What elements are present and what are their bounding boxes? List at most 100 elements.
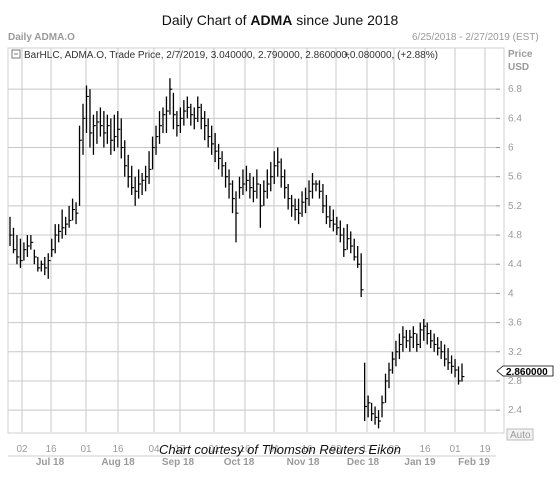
price-bar — [110, 118, 114, 155]
price-bar — [82, 103, 86, 155]
price-bar — [315, 180, 319, 192]
price-bar — [190, 103, 194, 126]
price-bar — [426, 322, 430, 345]
price-bar — [235, 191, 239, 243]
price-bar — [217, 143, 222, 170]
x-day-label: 01 — [80, 444, 92, 455]
auto-button[interactable]: Auto — [506, 428, 534, 441]
price-bar — [68, 205, 72, 228]
x-month-label: Aug 18 — [101, 457, 135, 468]
price-bar — [322, 184, 326, 214]
x-day-label: 01 — [268, 444, 280, 455]
price-bar — [388, 362, 392, 389]
price-bar — [137, 169, 142, 199]
price-bar — [360, 253, 364, 298]
price-bar — [398, 333, 402, 360]
y-tick-label: 6 — [508, 143, 514, 154]
price-bar — [54, 224, 58, 254]
price-bar — [301, 191, 305, 217]
x-day-label: 16 — [239, 444, 251, 455]
price-bar — [294, 198, 298, 221]
price-bar — [343, 227, 347, 257]
x-day-label: 04 — [148, 444, 160, 455]
price-bar — [183, 100, 187, 126]
price-bar — [405, 329, 409, 349]
y-tick-label: 4.4 — [508, 259, 522, 270]
price-bar — [391, 351, 395, 374]
price-bar — [106, 114, 110, 144]
price-bar — [346, 224, 350, 250]
auto-button-box[interactable] — [506, 428, 534, 441]
x-day-label: 02 — [16, 444, 28, 455]
price-bar — [433, 333, 437, 352]
price-bar — [44, 256, 48, 276]
price-bar — [103, 111, 107, 148]
legend: BarHLC, ADMA.O, Trade Price, 2/7/2019, 3… — [11, 49, 438, 61]
price-bar — [263, 180, 267, 206]
price-bar — [141, 173, 145, 195]
price-bar — [284, 169, 288, 199]
legend-change: +0.080000, (+2.88%) — [344, 50, 438, 61]
title-ticker: ADMA — [250, 12, 293, 28]
price-bar — [454, 359, 458, 378]
price-bar — [224, 162, 228, 188]
price-bar — [242, 169, 246, 195]
price-bar — [402, 326, 406, 352]
price-bar — [211, 125, 215, 155]
panel-name: Daily ADMA.O — [8, 32, 75, 43]
price-bar — [381, 395, 385, 418]
price-bar — [148, 151, 152, 184]
price-bar — [430, 329, 434, 349]
price-bar — [423, 318, 427, 341]
price-bar — [124, 140, 128, 177]
price-bar — [120, 118, 124, 159]
price-bar — [207, 118, 211, 148]
price-bar — [318, 180, 322, 199]
last-price-marker: 2.860000 — [496, 365, 554, 378]
x-day-label: 17 — [361, 444, 373, 455]
price-bar — [193, 107, 197, 130]
price-axis-label: Price — [508, 49, 533, 60]
price-bar — [409, 329, 413, 352]
price-bar — [280, 158, 284, 188]
price-bar — [89, 89, 93, 148]
y-tick-label: 2.4 — [508, 405, 522, 416]
price-bar — [96, 111, 100, 144]
price-bar — [221, 151, 225, 177]
price-bar — [249, 173, 253, 199]
price-bar — [151, 136, 155, 170]
y-tick-label: 4 — [508, 288, 514, 299]
price-bar — [252, 176, 256, 203]
price-bar — [61, 209, 65, 239]
price-bar — [266, 169, 270, 199]
price-bar — [339, 220, 343, 243]
price-bar — [26, 235, 30, 257]
x-month-label: Jul 18 — [36, 457, 65, 468]
last-price-box — [496, 365, 554, 377]
price-bar — [78, 125, 82, 206]
price-bar — [92, 114, 96, 155]
price-bar — [270, 162, 274, 192]
y-tick-label: 3.6 — [508, 318, 522, 329]
price-bar — [311, 173, 315, 199]
price-bar — [172, 92, 176, 130]
y-tick-label: 5.2 — [508, 201, 522, 212]
price-bar — [245, 165, 249, 192]
price-bar — [416, 333, 420, 352]
x-axis: 02 16 01 16 04 17 01 16 01 16 03 17 02 16 01 19 Jul 18 Au… — [8, 444, 496, 468]
ohlc-bars — [9, 78, 465, 429]
price-bar — [290, 194, 295, 217]
price-bar — [450, 355, 454, 374]
y-tick-label: 5.6 — [508, 172, 522, 183]
price-bar — [350, 231, 354, 254]
y-tick-label: 6.8 — [508, 84, 522, 95]
price-bar — [99, 107, 103, 137]
price-bar — [51, 238, 55, 257]
price-bar — [169, 78, 173, 115]
price-bar — [357, 246, 361, 268]
price-bar — [440, 340, 444, 360]
price-bar — [353, 238, 357, 261]
price-bar — [332, 209, 336, 232]
price-bar — [308, 180, 312, 206]
